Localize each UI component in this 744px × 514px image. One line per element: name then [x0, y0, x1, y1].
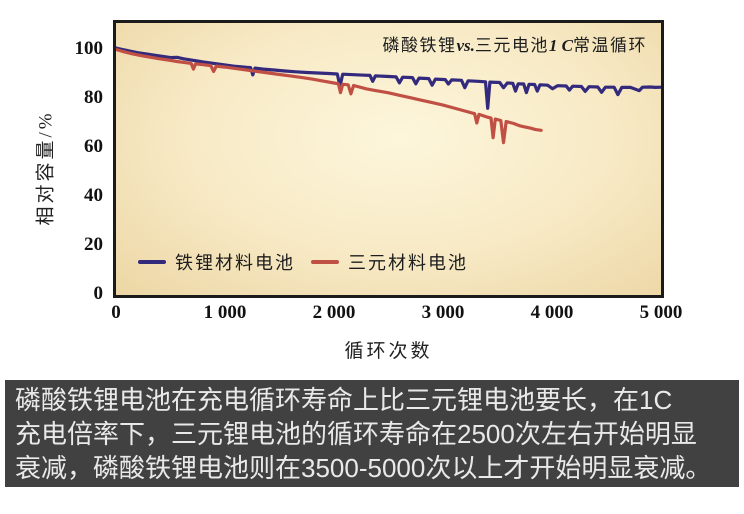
- series-line-三元材料电池: [116, 47, 543, 145]
- x-tick-label: 3 000: [421, 302, 465, 323]
- legend-item: 三元材料电池: [311, 249, 468, 275]
- x-tick-label: 0: [111, 302, 121, 323]
- y-axis-title: 相对容量/%: [35, 110, 57, 226]
- caption-line: 磷酸铁锂电池在充电循环寿命上比三元锂电池要长，在1C: [15, 385, 673, 415]
- chart-title: 磷酸铁锂vs.三元电池1 C常温循环: [382, 31, 647, 56]
- x-tick-label: 4 000: [530, 302, 574, 323]
- x-axis-title: 循环次数: [344, 341, 433, 362]
- x-tick-label: 1 000: [203, 302, 247, 323]
- series-canvas: [116, 46, 661, 145]
- chart-title-part: 常温循环: [573, 36, 647, 55]
- chart-title-rate: 1 C: [548, 36, 573, 55]
- caption-line: 充电倍率下，三元锂电池的循环寿命在2500次左右开始明显: [15, 419, 697, 449]
- legend: 铁锂材料电池 三元材料电池: [138, 249, 468, 275]
- caption-line: 衰减，磷酸铁锂电池则在3500-5000次以上才开始明显衰减。: [15, 453, 712, 483]
- legend-item: 铁锂材料电池: [138, 249, 295, 275]
- y-tick-label: 80: [84, 86, 103, 108]
- y-tick-label: 40: [84, 184, 103, 206]
- y-tick-label: 100: [74, 37, 104, 59]
- y-tick-label: 60: [84, 135, 103, 157]
- y-tick-label: 20: [84, 233, 103, 255]
- legend-label: 铁锂材料电池: [175, 253, 295, 273]
- chart-title-part: 三元电池: [474, 36, 549, 55]
- y-tick-label: 0: [93, 283, 104, 304]
- chart-title-vs: vs.: [456, 36, 475, 55]
- x-tick-label: 2 000: [312, 302, 356, 323]
- plot-area: 磷酸铁锂vs.三元电池1 C常温循环 铁锂材料电池 三元材料电池: [113, 20, 664, 298]
- x-tick-label: 5 000: [639, 302, 683, 323]
- caption-panel: 磷酸铁锂电池在充电循环寿命上比三元锂电池要长，在1C 充电倍率下，三元锂电池的循…: [5, 380, 739, 487]
- series-line-铁锂材料电池: [116, 46, 661, 110]
- chart-title-part: 磷酸铁锂: [382, 36, 457, 55]
- legend-label: 三元材料电池: [348, 253, 468, 273]
- legend-swatch: [138, 260, 166, 264]
- legend-swatch: [311, 260, 339, 264]
- cycle-life-chart: 相对容量/% 磷酸铁锂vs.三元电池1 C常温循环 铁锂材料电池 三元材料电池 循…: [35, 20, 683, 362]
